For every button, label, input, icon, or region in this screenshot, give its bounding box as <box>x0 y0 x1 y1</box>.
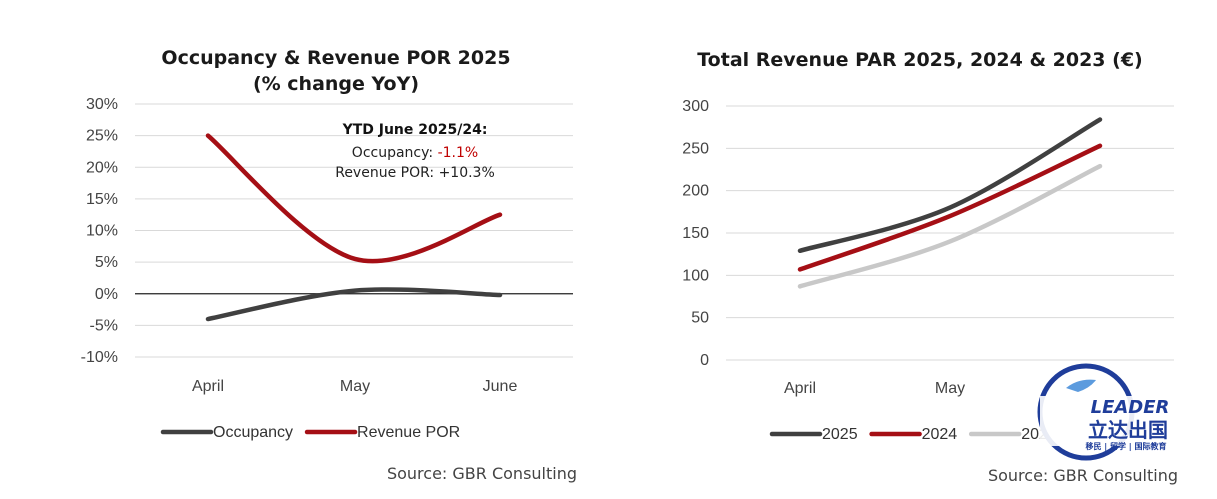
chart2-source: Source: GBR Consulting <box>988 466 1178 485</box>
annotation-occupancy: Occupancy: -1.1% <box>352 145 478 161</box>
series-line-2025 <box>797 117 1103 254</box>
x-tick-label: May <box>340 378 370 395</box>
x-tick-label: April <box>784 380 816 397</box>
y-tick-label: 15% <box>86 191 118 208</box>
logo-tagline: 移民 | 留学 | 国际教育 <box>1086 441 1167 451</box>
chart2-gridlines <box>726 105 1174 361</box>
chart1-x-axis: April May June <box>192 378 517 395</box>
y-tick-label: 5% <box>95 254 118 271</box>
y-tick-label: -5% <box>90 317 118 334</box>
occupancy-revenue-chart: Occupancy & Revenue POR 2025 (% change Y… <box>81 47 577 483</box>
revenue-par-chart: Total Revenue PAR 2025, 2024 & 2023 (€) … <box>682 49 1178 485</box>
annotation-revenue: Revenue POR: +10.3% <box>335 165 495 181</box>
series-line-revenue-por <box>205 133 503 264</box>
y-tick-label: 100 <box>682 267 709 284</box>
logo-globe-icon <box>1066 379 1096 392</box>
annotation-title: YTD June 2025/24: <box>342 122 488 138</box>
annotation-occupancy-label: Occupancy: <box>352 145 438 161</box>
y-tick-label: 150 <box>682 225 709 242</box>
chart1-annotation: YTD June 2025/24: Occupancy: -1.1% Reven… <box>335 122 495 181</box>
y-tick-label: 30% <box>86 96 118 113</box>
chart1-source: Source: GBR Consulting <box>387 464 577 483</box>
chart2-title: Total Revenue PAR 2025, 2024 & 2023 (€) <box>697 49 1142 71</box>
legend-label: 2025 <box>822 426 858 443</box>
x-tick-label: May <box>935 380 965 397</box>
y-tick-label: 25% <box>86 128 118 145</box>
chart1-gridlines <box>135 103 573 358</box>
legend-label: Revenue POR <box>357 424 460 441</box>
chart1-legend: Occupancy Revenue POR <box>160 424 460 441</box>
chart1-series <box>205 133 503 322</box>
x-tick-label: April <box>192 378 224 395</box>
chart2-legend: 2025 2024 2023 <box>769 426 1057 443</box>
chart1-title: Occupancy & Revenue POR 2025 <box>161 47 510 69</box>
legend-label: 2024 <box>922 426 958 443</box>
chart2-y-axis: 0 50 100 150 200 250 300 <box>682 98 709 369</box>
y-tick-label: 300 <box>682 98 709 115</box>
y-tick-label: 20% <box>86 159 118 176</box>
leader-logo: LEADER 立达出国 移民 | 留学 | 国际教育 <box>1037 363 1190 461</box>
chart1-y-axis: -10% -5% 0% 5% 10% 15% 20% 25% 30% <box>81 96 118 366</box>
y-tick-label: 10% <box>86 223 118 240</box>
x-tick-label: June <box>483 378 518 395</box>
chart1-subtitle: (% change YoY) <box>253 73 419 95</box>
y-tick-label: 0% <box>95 286 118 303</box>
logo-chinese: 立达出国 <box>1088 418 1168 442</box>
chart2-series <box>797 117 1103 289</box>
legend-label: Occupancy <box>213 424 293 441</box>
y-tick-label: 200 <box>682 183 709 200</box>
logo-brand: LEADER <box>1091 397 1170 418</box>
series-line-2023 <box>797 163 1103 289</box>
y-tick-label: -10% <box>81 349 118 366</box>
y-tick-label: 250 <box>682 140 709 157</box>
annotation-occupancy-value: -1.1% <box>438 145 479 161</box>
y-tick-label: 0 <box>700 352 709 369</box>
y-tick-label: 50 <box>691 310 709 327</box>
